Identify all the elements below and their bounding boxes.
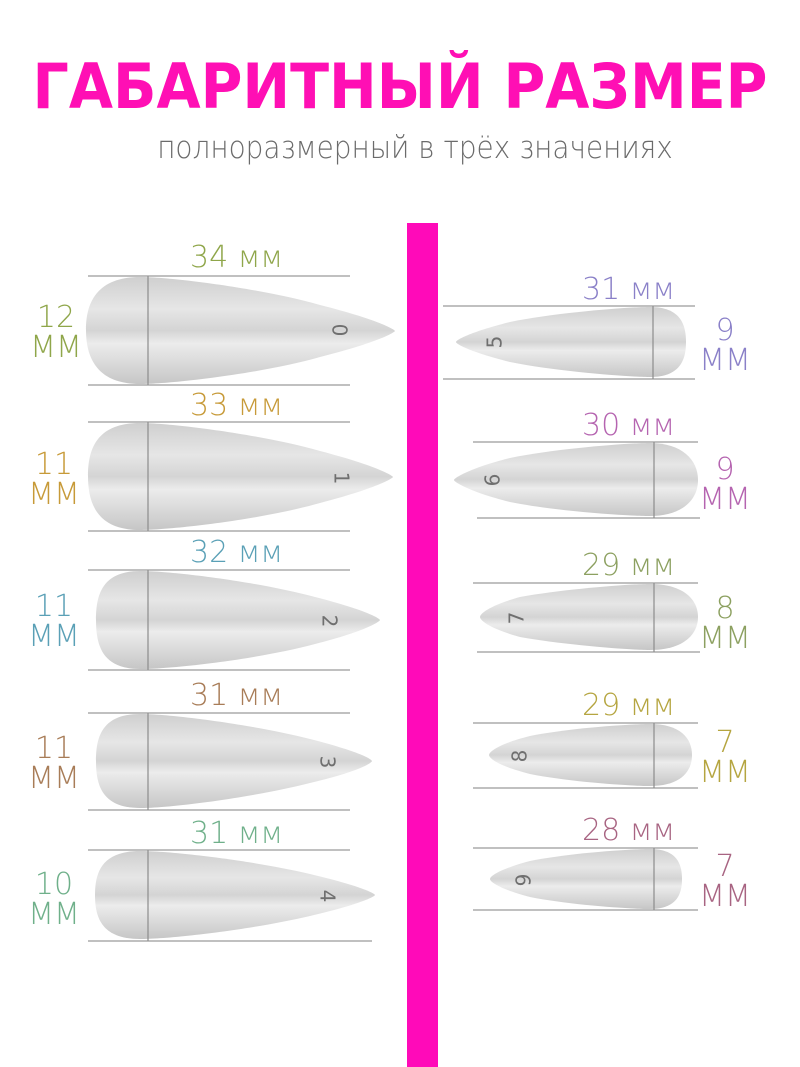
nail-9-length: 28 мм [582,813,675,848]
nail-2-width-unit: ММ [28,619,80,654]
nail-2-width-value: 11 [34,589,74,624]
nail-8-width-unit: ММ [699,755,751,790]
nail-1-length: 33 мм [190,388,283,423]
nail-7-width-value: 8 [715,591,735,626]
nail-7-width: 8 ММ [695,594,755,654]
nail-1-size-number: 1 [329,471,354,485]
nail-3-size-number: 3 [315,755,340,769]
nail-0-width: 12 ММ [26,303,86,363]
nail-4-size-number: 4 [315,889,340,903]
nail-4-length: 31 мм [190,816,283,851]
nail-9 [473,847,698,911]
page-subtitle: полноразмерный в трёх значениях [157,130,673,166]
nail-2 [88,569,380,671]
nail-6 [454,441,700,519]
nail-2-size-number: 2 [317,614,342,628]
nail-6-length: 30 мм [582,408,675,443]
nail-8 [473,722,698,789]
nail-2-width: 11 ММ [24,592,84,652]
nail-5 [443,305,695,380]
nail-4-width-unit: ММ [28,897,80,932]
nail-6-width: 9 ММ [695,455,755,515]
nail-3-width: 11 ММ [24,734,84,794]
nail-1-width: 11 ММ [24,450,84,510]
column-divider [407,223,438,1067]
nail-3-width-unit: ММ [28,761,80,796]
nail-3-width-value: 11 [34,731,74,766]
nail-8-width: 7 ММ [695,728,755,788]
nail-4-width-value: 10 [34,867,74,902]
nail-7-width-unit: ММ [699,621,751,656]
nail-8-length: 29 мм [582,688,675,723]
nail-5-length: 31 мм [582,272,675,307]
page-title: ГАБАРИТНЫЙ РАЗМЕР [32,50,768,123]
nail-9-width: 7 ММ [695,852,755,912]
nail-9-size-number: 9 [511,873,536,887]
nail-4-width: 10 ММ [24,870,84,930]
nail-0-length: 34 мм [190,240,283,275]
nail-7-size-number: 7 [504,611,529,625]
nail-1-width-value: 11 [34,447,74,482]
nail-6-size-number: 6 [480,473,505,487]
nail-9-width-unit: ММ [699,879,751,914]
nail-0-width-unit: ММ [30,330,82,365]
nail-5-width-unit: ММ [699,343,751,378]
nail-8-size-number: 8 [507,749,532,763]
nail-0-width-value: 12 [36,300,76,335]
nail-2-length: 32 мм [190,535,283,570]
nail-7 [473,582,700,653]
nail-4 [88,849,375,942]
nail-8-width-value: 7 [715,725,735,760]
nail-5-size-number: 5 [482,335,507,349]
nail-1-width-unit: ММ [28,477,80,512]
nail-6-width-value: 9 [715,452,735,487]
nail-6-width-unit: ММ [699,482,751,517]
nail-9-width-value: 7 [715,849,735,884]
nail-7-length: 29 мм [582,548,675,583]
nail-3 [88,712,372,811]
nail-0-size-number: 0 [327,323,352,337]
nail-5-width-value: 9 [715,313,735,348]
nail-3-length: 31 мм [190,678,283,713]
nail-1 [88,421,393,532]
nail-5-width: 9 ММ [695,316,755,376]
nail-0 [86,275,395,386]
